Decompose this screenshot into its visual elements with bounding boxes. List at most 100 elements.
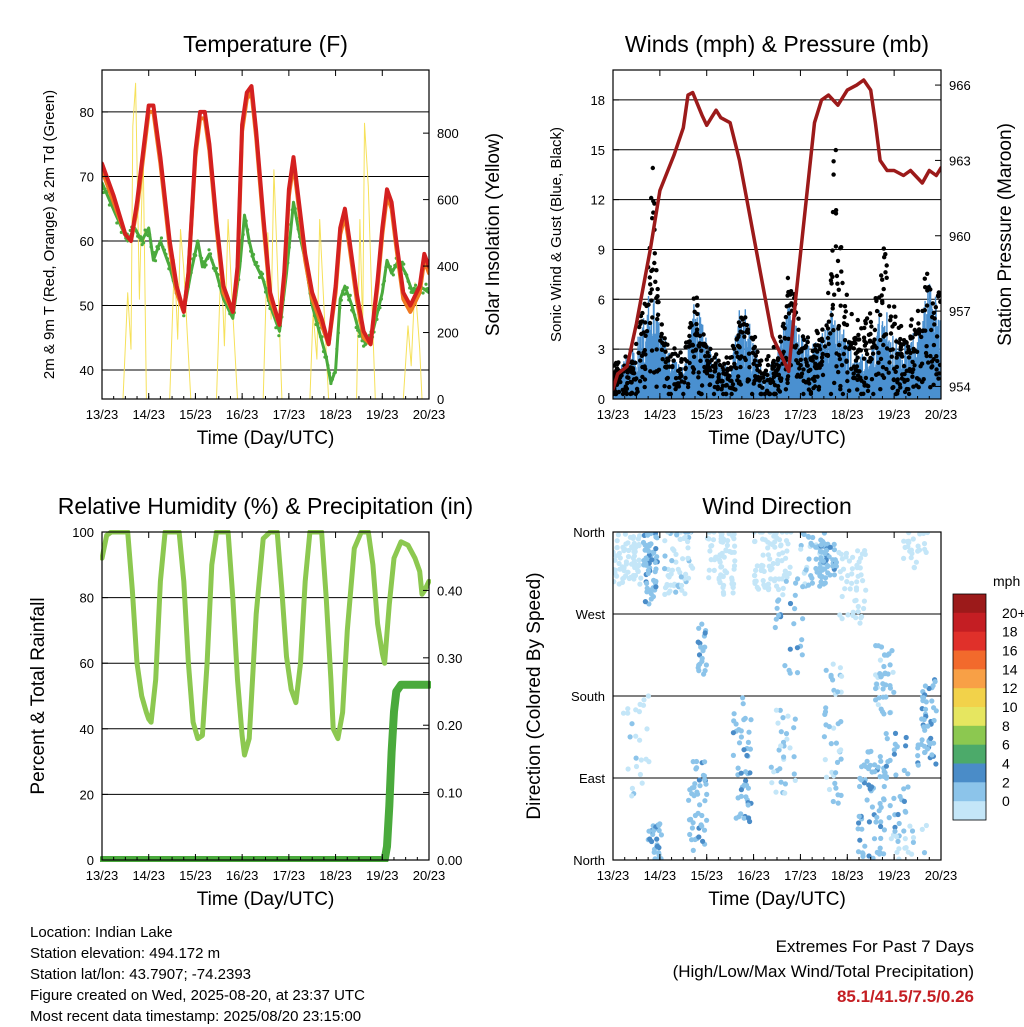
direction-point — [905, 784, 911, 790]
direction-point — [780, 592, 786, 598]
direction-point — [791, 754, 797, 760]
direction-point — [699, 621, 705, 627]
direction-point — [861, 598, 868, 604]
direction-point — [702, 798, 708, 804]
gust-point — [652, 260, 657, 266]
extremes-title: Extremes For Past 7 Days — [775, 937, 974, 956]
gust-point — [801, 345, 807, 351]
direction-point — [703, 781, 709, 787]
direction-point — [852, 598, 858, 604]
direction-point — [889, 648, 895, 654]
gust-point — [629, 391, 635, 396]
direction-point — [835, 689, 841, 695]
gust-point — [838, 383, 843, 389]
direction-point — [828, 741, 834, 747]
y-tick-label: 100 — [72, 525, 94, 540]
gust-point — [912, 363, 917, 368]
direction-point — [644, 580, 650, 587]
gust-point — [708, 346, 713, 352]
direction-point — [887, 683, 893, 689]
gust-point — [654, 384, 659, 389]
direction-point — [823, 774, 830, 780]
gust-point — [884, 263, 889, 268]
direction-point — [759, 532, 765, 535]
gust-point — [845, 378, 850, 384]
gust-point — [930, 301, 935, 306]
direction-point — [859, 826, 865, 832]
gust-point — [888, 331, 894, 336]
direction-point — [689, 785, 695, 791]
gust-point — [681, 391, 686, 397]
dewpoint-point — [381, 283, 385, 287]
direction-point — [649, 557, 655, 563]
gust-point — [704, 371, 710, 376]
direction-point — [629, 561, 635, 567]
direction-point — [874, 681, 880, 687]
gust-point — [729, 378, 734, 384]
direction-point — [741, 815, 747, 821]
gust-point — [889, 354, 894, 359]
direction-point — [866, 819, 873, 825]
direction-point — [901, 828, 907, 834]
gust-point — [891, 377, 896, 382]
gust-point — [839, 245, 844, 250]
direction-point — [691, 793, 697, 799]
gust-point — [638, 358, 643, 363]
colorbar-swatch — [953, 801, 986, 821]
gust-point — [878, 312, 883, 318]
direction-point — [722, 568, 728, 574]
direction-point — [637, 737, 643, 743]
gust-point — [880, 365, 886, 370]
direction-point — [614, 538, 620, 544]
direction-point — [887, 803, 893, 809]
direction-point — [877, 774, 883, 780]
gust-point — [803, 380, 808, 385]
gust-point — [910, 374, 915, 379]
gust-point — [698, 358, 703, 363]
gust-point — [904, 368, 909, 373]
direction-point — [782, 663, 788, 669]
colorbar-swatch — [953, 650, 986, 670]
gust-point — [805, 339, 810, 345]
direction-point — [726, 532, 732, 537]
gust-point — [659, 322, 664, 327]
direction-point — [670, 546, 676, 552]
gust-point — [938, 299, 941, 304]
direction-point — [893, 772, 899, 778]
gust-point — [881, 342, 886, 348]
figure-created: Figure created on Wed, 2025-08-20, at 23… — [30, 987, 365, 1004]
gust-point — [867, 311, 873, 316]
gust-point — [663, 349, 668, 354]
direction-point — [838, 575, 845, 581]
direction-point — [865, 749, 871, 755]
direction-point — [787, 600, 794, 607]
dewpoint-point — [388, 265, 392, 269]
dewpoint-point — [199, 256, 204, 260]
gust-point — [813, 347, 818, 353]
gust-point — [874, 308, 880, 314]
direction-point — [835, 792, 841, 798]
y-right-tick-label: 400 — [437, 259, 459, 274]
direction-point — [787, 646, 793, 652]
dewpoint-point — [345, 286, 349, 290]
y-tick-label: 3 — [598, 342, 605, 357]
gust-point — [898, 344, 904, 350]
gust-point — [649, 348, 655, 353]
gust-point — [652, 251, 657, 256]
direction-point — [818, 542, 825, 548]
gust-point — [728, 367, 733, 372]
direction-point — [630, 534, 637, 540]
gust-point — [631, 371, 637, 376]
direction-point — [881, 711, 887, 717]
direction-point — [883, 731, 889, 737]
direction-point — [793, 580, 799, 586]
direction-point — [699, 655, 705, 662]
gust-point — [825, 335, 831, 341]
gust-point — [734, 337, 739, 342]
gust-point — [916, 327, 922, 332]
direction-point — [736, 727, 742, 733]
direction-point — [651, 550, 657, 556]
direction-point — [878, 644, 885, 650]
gust-point — [643, 333, 648, 338]
dewpoint-point — [102, 190, 106, 195]
